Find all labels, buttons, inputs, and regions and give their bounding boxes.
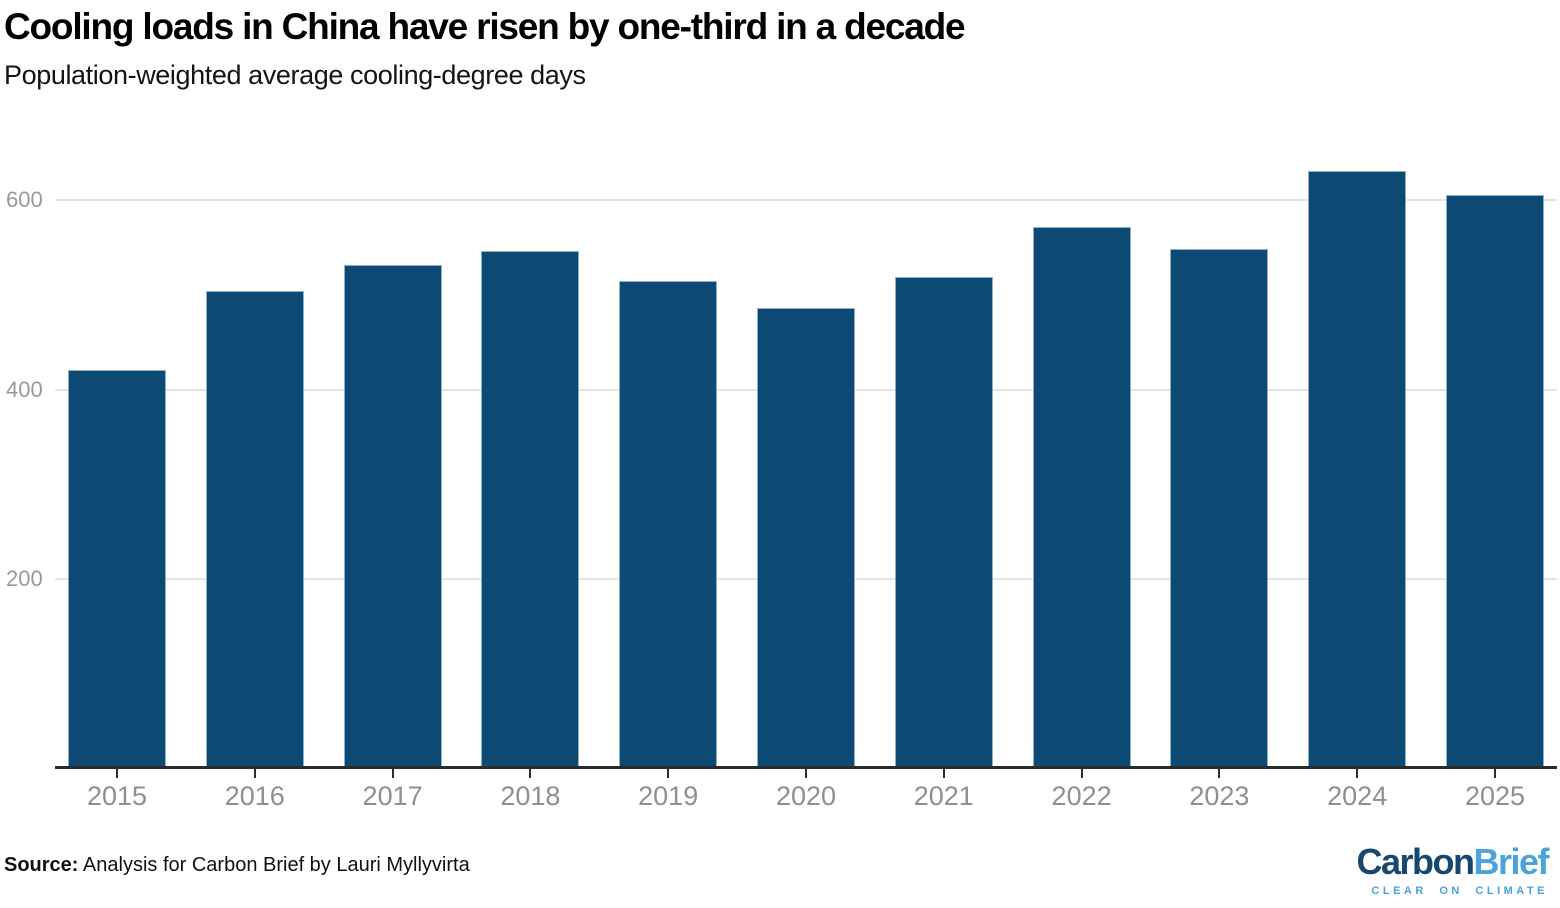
x-tick-2023 (1218, 769, 1221, 778)
x-tick-label-2021: 2021 (913, 781, 974, 811)
carbonbrief-tagline: CLEAR ON CLIMATE (1371, 885, 1548, 898)
bar-2021 (894, 276, 993, 766)
x-tick-label-2016: 2016 (224, 781, 285, 811)
carbonbrief-wordmark: CarbonBrief (1356, 840, 1549, 883)
chart-subtitle: Population-weighted average cooling-degr… (4, 60, 586, 90)
carbonbrief-wordmark-brief: Brief (1473, 841, 1549, 882)
x-tick-2017 (391, 769, 394, 778)
x-tick-2018 (529, 769, 532, 778)
y-tick-label-400: 400 (6, 376, 43, 402)
x-tick-label-2023: 2023 (1189, 781, 1250, 811)
x-tick-label-2020: 2020 (775, 781, 837, 811)
bar-2019 (619, 280, 718, 766)
x-tick-2021 (942, 769, 945, 778)
x-tick-label-2019: 2019 (638, 781, 699, 811)
x-tick-2016 (253, 769, 256, 778)
x-tick-2015 (116, 769, 118, 778)
x-axis-line (55, 766, 1557, 769)
source-line: Source: Analysis for Carbon Brief by Lau… (4, 854, 470, 877)
bar-2020 (757, 308, 855, 766)
source-text: Analysis for Carbon Brief by Lauri Mylly… (78, 854, 470, 876)
gridline-600 (55, 199, 1557, 202)
x-tick-label-2017: 2017 (362, 781, 423, 811)
y-tick-label-200: 200 (6, 566, 43, 592)
source-label: Source: (4, 854, 79, 876)
bar-2022 (1032, 227, 1131, 766)
bar-2017 (343, 265, 442, 766)
chart-title: Cooling loads in China have risen by one… (4, 6, 966, 47)
x-tick-label-2015: 2015 (86, 781, 148, 811)
x-tick-2024 (1356, 769, 1359, 778)
bar-2018 (481, 251, 580, 766)
carbonbrief-logo: CarbonBrief CLEAR ON CLIMATE (1356, 840, 1549, 898)
bar-2015 (68, 369, 166, 766)
x-tick-2020 (805, 769, 807, 778)
plot-area: 200 400 600 2015 2016 2017 2018 2019 2020 2021 202… (6, 130, 1557, 810)
bar-2025 (1446, 195, 1544, 766)
x-tick-2025 (1494, 769, 1496, 778)
x-tick-label-2025: 2025 (1464, 781, 1526, 811)
x-tick-label-2022: 2022 (1051, 781, 1112, 811)
x-tick-2019 (667, 769, 670, 778)
bar-2016 (205, 291, 304, 766)
bar-2023 (1170, 249, 1269, 766)
bar-2024 (1308, 170, 1407, 766)
x-tick-label-2024: 2024 (1327, 781, 1388, 811)
x-tick-label-2018: 2018 (500, 781, 561, 811)
carbonbrief-wordmark-carbon: Carbon (1356, 841, 1475, 882)
x-tick-2022 (1080, 769, 1083, 778)
y-tick-label-600: 600 (6, 187, 43, 213)
